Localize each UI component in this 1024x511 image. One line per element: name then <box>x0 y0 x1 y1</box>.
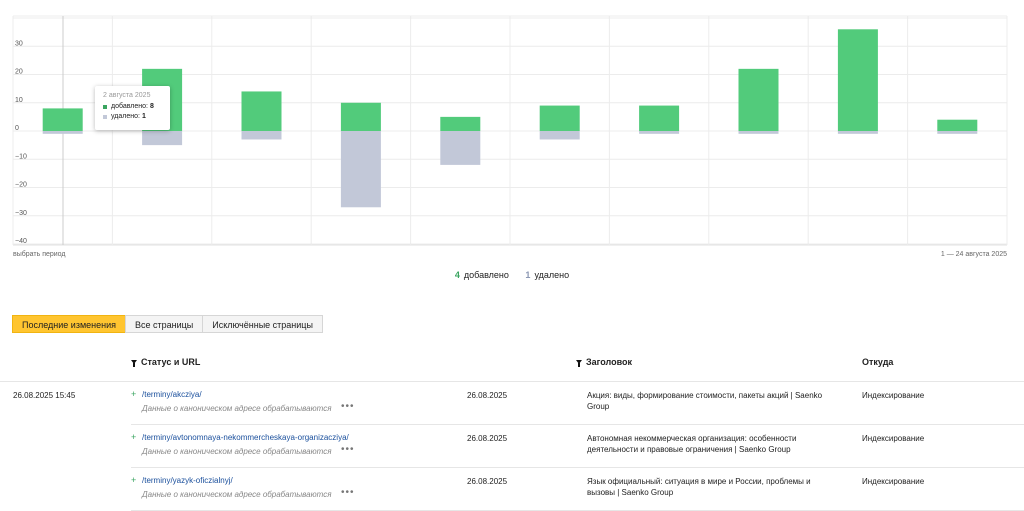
added-bar <box>639 105 680 131</box>
added-status-icon: + <box>131 432 137 442</box>
y-tick-label: −30 <box>15 210 27 217</box>
page-url-link[interactable]: /terminy/akcziya/ <box>142 390 202 399</box>
row-title-line1: Язык официальный: ситуация в мире и Росс… <box>587 477 811 486</box>
tooltip-added-row: добавлено: 8 <box>103 103 162 110</box>
row-source: Индексирование <box>862 434 925 443</box>
removed-bar <box>738 131 779 134</box>
more-icon[interactable]: ••• <box>341 487 355 498</box>
y-tick-label: −40 <box>15 238 27 245</box>
tooltip-removed-row: удалено: 1 <box>103 113 162 120</box>
row-date: 26.08.2025 <box>467 391 508 400</box>
removed-bar <box>937 131 978 134</box>
tooltip-removed-value: 1 <box>141 113 146 120</box>
row-source: Индексирование <box>862 391 925 400</box>
added-bar <box>241 91 282 131</box>
canonical-note: Данные о каноническом адресе обрабатываю… <box>142 447 332 456</box>
header-source-label: Откуда <box>862 357 894 367</box>
row-title-line1: Автономная некоммерческая организация: о… <box>587 434 797 443</box>
added-label[interactable]: добавлено <box>463 270 509 280</box>
removed-bar <box>440 131 481 165</box>
filter-icon[interactable] <box>131 360 137 367</box>
row-title-line2: Group <box>587 402 610 411</box>
header-status-url-label: Статус и URL <box>141 357 201 367</box>
added-bar <box>539 105 580 131</box>
canonical-note: Данные о каноническом адресе обрабатываю… <box>142 490 332 499</box>
tooltip-added-value: 8 <box>149 103 154 110</box>
row-title-line1: Акция: виды, формирование стоимости, пак… <box>587 391 823 400</box>
added-bar <box>837 29 878 131</box>
removed-bar <box>837 131 878 134</box>
period-range: 1 — 24 августа 2025 <box>940 251 1007 258</box>
more-icon[interactable]: ••• <box>341 401 355 412</box>
added-bar <box>738 68 779 131</box>
chart-summary: 4 добавлено 1 удалено <box>0 270 1024 280</box>
header-divider <box>0 381 1024 382</box>
tab-all-pages[interactable]: Все страницы <box>124 315 204 333</box>
page-tabs: Последние изменения Все страницы Исключё… <box>12 315 323 333</box>
select-period-link[interactable]: выбрать период <box>13 251 66 258</box>
row-date: 26.08.2025 <box>467 477 508 486</box>
header-status-url[interactable]: Статус и URL <box>131 357 200 367</box>
removed-bar <box>539 131 580 140</box>
row-date: 26.08.2025 <box>467 434 508 443</box>
header-source: Откуда <box>862 357 893 367</box>
canonical-note: Данные о каноническом адресе обрабатываю… <box>142 404 332 413</box>
y-tick-label: 0 <box>15 125 19 132</box>
removed-bar <box>42 131 83 134</box>
tooltip-date: 2 августа 2025 <box>103 92 151 99</box>
row-divider <box>131 467 1024 468</box>
removed-square-icon <box>103 114 107 119</box>
y-tick-label: 30 <box>15 40 23 47</box>
added-square-icon <box>103 104 107 109</box>
added-status-icon: + <box>131 389 137 399</box>
page-url-link[interactable]: /terminy/avtonomnaya-nekommercheskaya-or… <box>142 433 349 442</box>
removed-label[interactable]: удалено <box>534 270 570 280</box>
changes-chart: 30 20 10 0 −10 −20 −30 −40 <box>12 15 1008 246</box>
added-bar <box>340 102 381 131</box>
y-tick-label: −20 <box>15 182 27 189</box>
y-tick-label: 10 <box>15 97 23 104</box>
removed-bar <box>340 131 381 208</box>
added-bar <box>42 108 83 131</box>
row-source: Индексирование <box>862 477 925 486</box>
header-title-label: Заголовок <box>586 357 633 367</box>
y-tick-label: 20 <box>15 69 23 76</box>
row-divider <box>131 424 1024 425</box>
tab-excluded-pages[interactable]: Исключённые страницы <box>202 315 323 333</box>
row-title-line2: вызовы | Saenko Group <box>587 488 674 497</box>
tooltip-added-label: добавлено: <box>111 103 148 110</box>
row-title-line2: деятельности и правовые ограничения | Sa… <box>587 445 791 454</box>
added-status-icon: + <box>131 475 137 485</box>
removed-bar <box>142 131 183 146</box>
group-date: 26.08.2025 15:45 <box>13 391 76 400</box>
added-bar <box>440 116 481 131</box>
more-icon[interactable]: ••• <box>341 444 355 455</box>
added-count: 4 <box>454 270 460 280</box>
page-url-link[interactable]: /terminy/yazyk-oficzialnyj/ <box>142 476 233 485</box>
removed-count: 1 <box>525 270 531 280</box>
header-title[interactable]: Заголовок <box>576 357 632 367</box>
y-tick-label: −10 <box>15 153 27 160</box>
removed-bar <box>241 131 282 140</box>
tooltip-removed-label: удалено: <box>111 113 140 120</box>
tab-recent-changes[interactable]: Последние изменения <box>12 315 126 333</box>
chart-tooltip: 2 августа 2025 добавлено: 8 удалено: 1 <box>95 86 170 130</box>
removed-bar <box>639 131 680 134</box>
filter-icon[interactable] <box>576 360 582 367</box>
added-bar <box>937 119 978 131</box>
